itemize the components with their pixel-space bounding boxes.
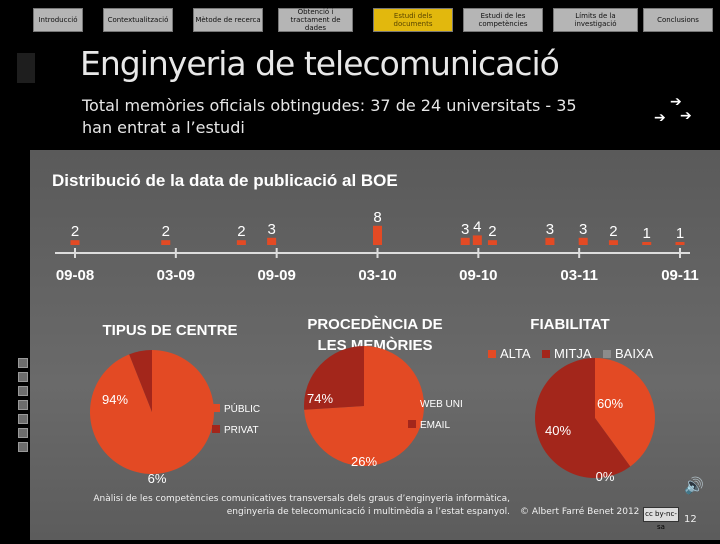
slide-title: Enginyeria de telecomunicació [80, 44, 560, 83]
timeline-bar-3 [236, 240, 246, 245]
pie-2-legend-label-1: WEB UNI [420, 399, 463, 410]
timeline-bar-label-13: 1 [676, 225, 684, 242]
pie-2-value-label-2: 26% [351, 454, 377, 469]
pie-2-legend-label-2: EMAIL [420, 420, 450, 431]
pie-2-legend-swatch-2 [408, 420, 416, 428]
pie-1-legend-label-1: PÚBLIC [224, 402, 260, 415]
pie-3-legend-label-1: ALTA [500, 346, 531, 361]
thumbnail[interactable] [18, 442, 28, 452]
pie-3-value-label-1: 40% [545, 423, 571, 438]
copyright: © Albert Farré Benet 2012 [520, 507, 640, 517]
tab-4[interactable]: Obtenció i tractament de dades [278, 8, 353, 32]
timeline-bar-9 [545, 237, 555, 245]
timeline-tick-label-6: 03-11 [560, 267, 598, 284]
tab-5[interactable]: Estudi dels documents [373, 8, 453, 32]
pie-2-legend-swatch-1 [408, 399, 416, 407]
pie-2-slice-1 [304, 346, 425, 466]
timeline-title: Distribució de la data de publicació al … [52, 171, 398, 190]
pie-1-title: TIPUS DE CENTRE [102, 322, 237, 339]
pie-1-value-label-1: 94% [102, 392, 128, 407]
pie-1-slice-2 [129, 350, 152, 412]
timeline-bar-label-7: 4 [473, 218, 481, 235]
timeline-tick-label-5: 09-10 [459, 267, 497, 284]
timeline-tick-label-3: 09-09 [257, 267, 295, 284]
timeline-bar-label-8: 2 [488, 223, 496, 240]
pie-1-legend-label-2: PRIVAT [224, 425, 259, 436]
timeline-bar-10 [578, 237, 588, 245]
tab-7[interactable]: Límits de la investigació [553, 8, 638, 32]
pie-1-slice-1 [90, 350, 215, 474]
thumbnail[interactable] [18, 372, 28, 382]
thumbnail[interactable] [18, 358, 28, 368]
timeline-bar-label-4: 3 [267, 221, 275, 238]
pie-3-value-label-2: 60% [597, 396, 623, 411]
tab-8[interactable]: Conclusions [643, 8, 713, 32]
pie-1-legend-swatch-2 [212, 425, 220, 433]
timeline-bar-13 [675, 242, 685, 245]
pie-3-legend-label-3: BAIXA [615, 346, 654, 361]
charts-canvas: Distribució de la data de publicació al … [52, 171, 699, 486]
thumbnail[interactable] [18, 400, 28, 410]
timeline-tick-label-4: 03-10 [358, 267, 396, 284]
footer-line-1: Anàlisi de les competències comunicative… [93, 494, 510, 504]
timeline-bar-6 [460, 237, 470, 245]
timeline-bar-12 [642, 242, 652, 245]
speaker-icon[interactable]: 🔊 [684, 476, 704, 495]
pie-3-slice-1 [595, 358, 655, 467]
tab-6[interactable]: Estudi de les competències [463, 8, 543, 32]
pie-3-title: FIABILITAT [530, 316, 609, 333]
timeline-bar-label-1: 2 [71, 223, 79, 240]
pie-3-value-label-3: 0% [596, 469, 615, 484]
timeline-bar-8 [487, 240, 497, 245]
slide-thumbnails[interactable] [18, 358, 28, 468]
pie-2-value-label-1: 74% [307, 391, 333, 406]
timeline-bar-label-5: 8 [373, 209, 381, 226]
footer-text: Anàlisi de les competències comunicative… [60, 493, 510, 519]
pie-3-legend-swatch-3 [603, 350, 611, 358]
timeline-bar-label-11: 2 [609, 223, 617, 240]
timeline-bar-label-12: 1 [643, 225, 651, 242]
timeline-tick-label-2: 03-09 [157, 267, 195, 284]
timeline-bar-2 [161, 240, 171, 245]
pie-3-legend-label-2: MITJA [554, 346, 592, 361]
pie-2-slice-2 [304, 346, 364, 410]
footer-line-2: enginyeria de telecomunicació i multimèd… [226, 507, 510, 517]
timeline-bar-label-9: 3 [546, 221, 554, 238]
page-number: 12 [684, 514, 697, 525]
thumbnail[interactable] [18, 414, 28, 424]
timeline-bar-label-6: 3 [461, 221, 469, 238]
pie-2-title-line-1: PROCEDÈNCIA DE [307, 316, 442, 333]
timeline-bar-label-3: 2 [237, 223, 245, 240]
section-nav: Introducció Contextualització Mètode de re… [28, 0, 720, 38]
timeline-bar-7 [472, 235, 482, 245]
thumbnail[interactable] [18, 428, 28, 438]
timeline-bar-1 [70, 240, 80, 245]
pie-3-legend-swatch-1 [488, 350, 496, 358]
pie-1-value-label-2: 6% [148, 471, 167, 486]
tab-2[interactable]: Contextualització [103, 8, 173, 32]
tab-3[interactable]: Mètode de recerca [193, 8, 263, 32]
timeline-bar-11 [608, 240, 618, 245]
chart-panel: Distribució de la data de publicació al … [30, 150, 720, 540]
tab-1[interactable]: Introducció [33, 8, 83, 32]
timeline-bar-label-10: 3 [579, 221, 587, 238]
navigation-arrows-icon[interactable]: ➔ ➔ ➔ [654, 94, 692, 126]
pie-1-legend-swatch-1 [212, 404, 220, 412]
cc-license-badge: cc by-nc-sa [643, 507, 679, 531]
side-nub [17, 53, 35, 83]
timeline-bar-label-2: 2 [162, 223, 170, 240]
timeline-bar-5 [373, 225, 382, 245]
thumbnail[interactable] [18, 386, 28, 396]
timeline-tick-label-1: 09-08 [56, 267, 94, 284]
pie-3-slice-2 [535, 358, 631, 478]
slide-subtitle: Total memòries oficials obtingudes: 37 d… [82, 96, 577, 137]
timeline-bar-4 [267, 237, 277, 245]
timeline-tick-label-7: 09-11 [661, 267, 699, 284]
pie-3-legend-swatch-2 [542, 350, 550, 358]
